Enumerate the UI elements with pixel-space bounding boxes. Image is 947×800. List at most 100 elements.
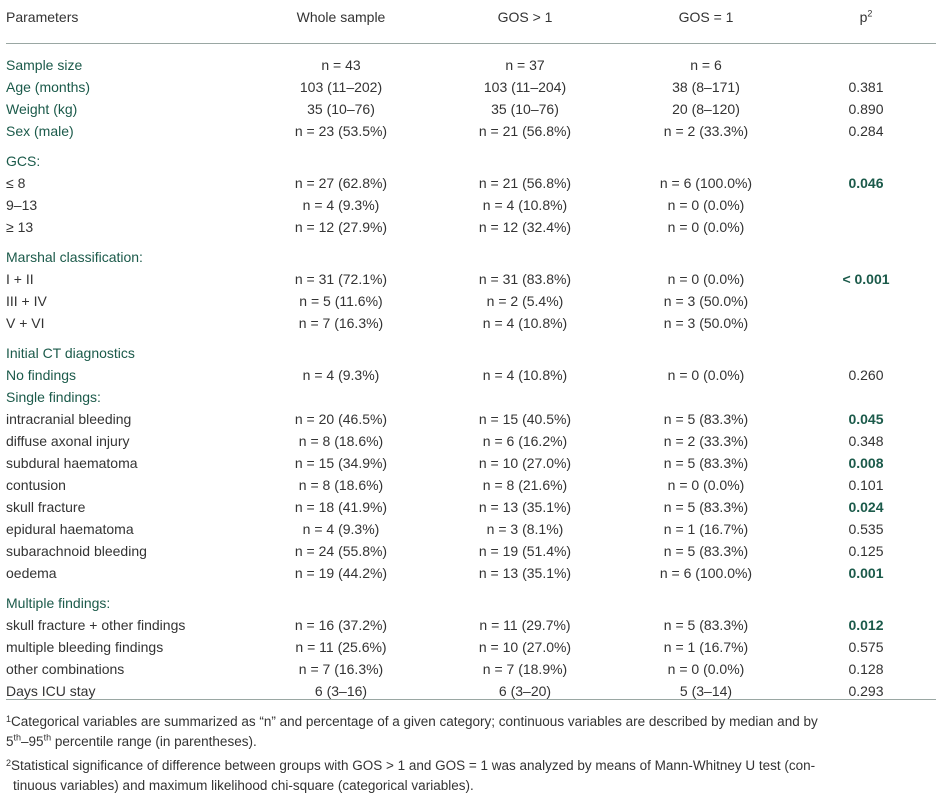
- cell-gos-eq1: 38 (8–171): [672, 79, 740, 95]
- cell-p-significant: < 0.001: [842, 271, 890, 287]
- cell-gos-gt1: 6 (3–20): [498, 683, 552, 699]
- cell-gos-eq1: 20 (8–120): [672, 101, 740, 117]
- cell-whole: n = 4 (9.3%): [302, 521, 380, 537]
- cell-gos-eq1: n = 6: [690, 57, 722, 73]
- cell-p: 0.284: [848, 123, 884, 139]
- footnote-2: 2Statistical significance of difference …: [6, 756, 940, 796]
- cell-whole: n = 16 (37.2%): [294, 617, 388, 633]
- cell-whole: n = 4 (9.3%): [302, 367, 380, 383]
- row-label: ≥ 13: [6, 219, 34, 235]
- cell-gos-gt1: n = 15 (40.5%): [478, 411, 572, 427]
- header-p-label: p: [859, 9, 868, 25]
- row-label: 9–13: [6, 197, 38, 213]
- section-heading-row: Multiple findings:: [6, 592, 936, 614]
- footnote-2-marker: 2: [6, 758, 12, 768]
- cell-gos-gt1: n = 4 (10.8%): [482, 197, 568, 213]
- table-row: intracranial bleeding n = 20 (46.5%) n =…: [6, 408, 936, 430]
- cell-gos-gt1: n = 21 (56.8%): [478, 175, 572, 191]
- table-row: epidural haematoma n = 4 (9.3%) n = 3 (8…: [6, 518, 936, 540]
- table-row: Sex (male) n = 23 (53.5%) n = 21 (56.8%)…: [6, 120, 936, 142]
- header-gos-eq1: GOS = 1: [678, 9, 734, 25]
- cell-p: 0.381: [848, 79, 884, 95]
- cell-gos-gt1: n = 4 (10.8%): [482, 315, 568, 331]
- table-row: ≥ 13 n = 12 (27.9%) n = 12 (32.4%) n = 0…: [6, 216, 936, 238]
- cell-gos-eq1: n = 0 (0.0%): [667, 271, 745, 287]
- table-row: subdural haematoma n = 15 (34.9%) n = 10…: [6, 452, 936, 474]
- section-heading-row: Marshal classification:: [6, 246, 936, 268]
- cell-p-significant: 0.045: [848, 411, 884, 427]
- cell-gos-eq1: n = 5 (83.3%): [663, 543, 749, 559]
- cell-whole: 103 (11–202): [299, 79, 383, 95]
- cell-p: [796, 216, 936, 238]
- cell-p: 0.535: [848, 521, 884, 537]
- row-label: subdural haematoma: [6, 455, 138, 471]
- cell-whole: n = 11 (25.6%): [295, 639, 387, 655]
- cell-gos-gt1: n = 6 (16.2%): [482, 433, 568, 449]
- table-row: III + IV n = 5 (11.6%) n = 2 (5.4%) n = …: [6, 290, 936, 312]
- cell-whole: n = 8 (18.6%): [298, 477, 384, 493]
- table-row: skull fracture n = 18 (41.9%) n = 13 (35…: [6, 496, 936, 518]
- footnote-1: 1Categorical variables are summarized as…: [6, 712, 940, 752]
- row-label: multiple bleeding findings: [6, 639, 164, 655]
- cell-gos-gt1: n = 21 (56.8%): [478, 123, 572, 139]
- table-row: other combinations n = 7 (16.3%) n = 7 (…: [6, 658, 936, 680]
- footnote-1-text: percentile range (in parentheses).: [51, 734, 257, 749]
- header-whole-sample: Whole sample: [296, 9, 386, 25]
- footnote-1-text: 5: [6, 734, 14, 749]
- cell-gos-gt1: n = 2 (5.4%): [486, 293, 564, 309]
- cell-gos-gt1: 35 (10–76): [491, 101, 559, 117]
- table-row: Sample size n = 43 n = 37 n = 6: [6, 54, 936, 76]
- header-row: Parameters Whole sample GOS > 1 GOS = 1 …: [6, 6, 936, 32]
- cell-whole: n = 8 (18.6%): [298, 433, 384, 449]
- cell-gos-eq1: 5 (3–14): [679, 683, 733, 699]
- cell-p: 0.890: [848, 101, 884, 117]
- row-label: I + II: [6, 271, 34, 287]
- cell-whole: 6 (3–16): [314, 683, 368, 699]
- cell-whole: n = 12 (27.9%): [294, 219, 388, 235]
- cell-gos-eq1: n = 2 (33.3%): [663, 433, 749, 449]
- cell-p-significant: 0.001: [848, 565, 884, 581]
- table-row: skull fracture + other findings n = 16 (…: [6, 614, 936, 636]
- table-row: Age (months) 103 (11–202) 103 (11–204) 3…: [6, 76, 936, 98]
- cell-p: 0.128: [848, 661, 884, 677]
- cell-whole: n = 24 (55.8%): [294, 543, 388, 559]
- cell-gos-gt1: n = 37: [505, 57, 545, 73]
- cell-gos-gt1: n = 12 (32.4%): [478, 219, 572, 235]
- cell-gos-gt1: n = 10 (27.0%): [478, 455, 572, 471]
- cell-gos-eq1: n = 0 (0.0%): [667, 477, 745, 493]
- cell-gos-eq1: n = 3 (50.0%): [663, 293, 749, 309]
- cell-gos-gt1: n = 10 (27.0%): [478, 639, 572, 655]
- cell-whole: n = 15 (34.9%): [294, 455, 388, 471]
- row-label: Weight (kg): [6, 101, 78, 117]
- row-label: V + VI: [6, 315, 45, 331]
- cell-p: 0.348: [848, 433, 884, 449]
- results-table: Parameters Whole sample GOS > 1 GOS = 1 …: [6, 6, 936, 702]
- footnote-1-marker: 1: [6, 714, 12, 724]
- cell-whole: n = 19 (44.2%): [294, 565, 388, 581]
- row-label: skull fracture: [6, 499, 86, 515]
- table-row: contusion n = 8 (18.6%) n = 8 (21.6%) n …: [6, 474, 936, 496]
- cell-gos-eq1: n = 0 (0.0%): [667, 219, 745, 235]
- cell-gos-eq1: n = 1 (16.7%): [663, 521, 749, 537]
- cell-gos-eq1: n = 3 (50.0%): [663, 315, 749, 331]
- cell-p: 0.293: [848, 683, 884, 699]
- cell-p: [796, 312, 936, 334]
- cell-whole: n = 4 (9.3%): [302, 197, 380, 213]
- cell-whole: n = 18 (41.9%): [294, 499, 388, 515]
- cell-whole: n = 23 (53.5%): [294, 123, 388, 139]
- section-heading: Multiple findings:: [6, 595, 111, 611]
- footnote-rule: [6, 699, 936, 700]
- cell-gos-eq1: n = 0 (0.0%): [667, 661, 745, 677]
- header-parameters: Parameters: [6, 9, 79, 25]
- cell-whole: n = 43: [321, 57, 361, 73]
- header-p: p2: [796, 6, 936, 32]
- cell-gos-eq1: n = 5 (83.3%): [663, 411, 749, 427]
- footnote-2-line-1: Statistical significance of difference b…: [11, 758, 816, 773]
- table-row: V + VI n = 7 (16.3%) n = 4 (10.8%) n = 3…: [6, 312, 936, 334]
- cell-p: 0.125: [848, 543, 884, 559]
- section-heading: Marshal classification:: [6, 249, 143, 265]
- cell-whole: n = 20 (46.5%): [294, 411, 388, 427]
- cell-p-significant: 0.012: [848, 617, 884, 633]
- cell-gos-gt1: n = 31 (83.8%): [478, 271, 572, 287]
